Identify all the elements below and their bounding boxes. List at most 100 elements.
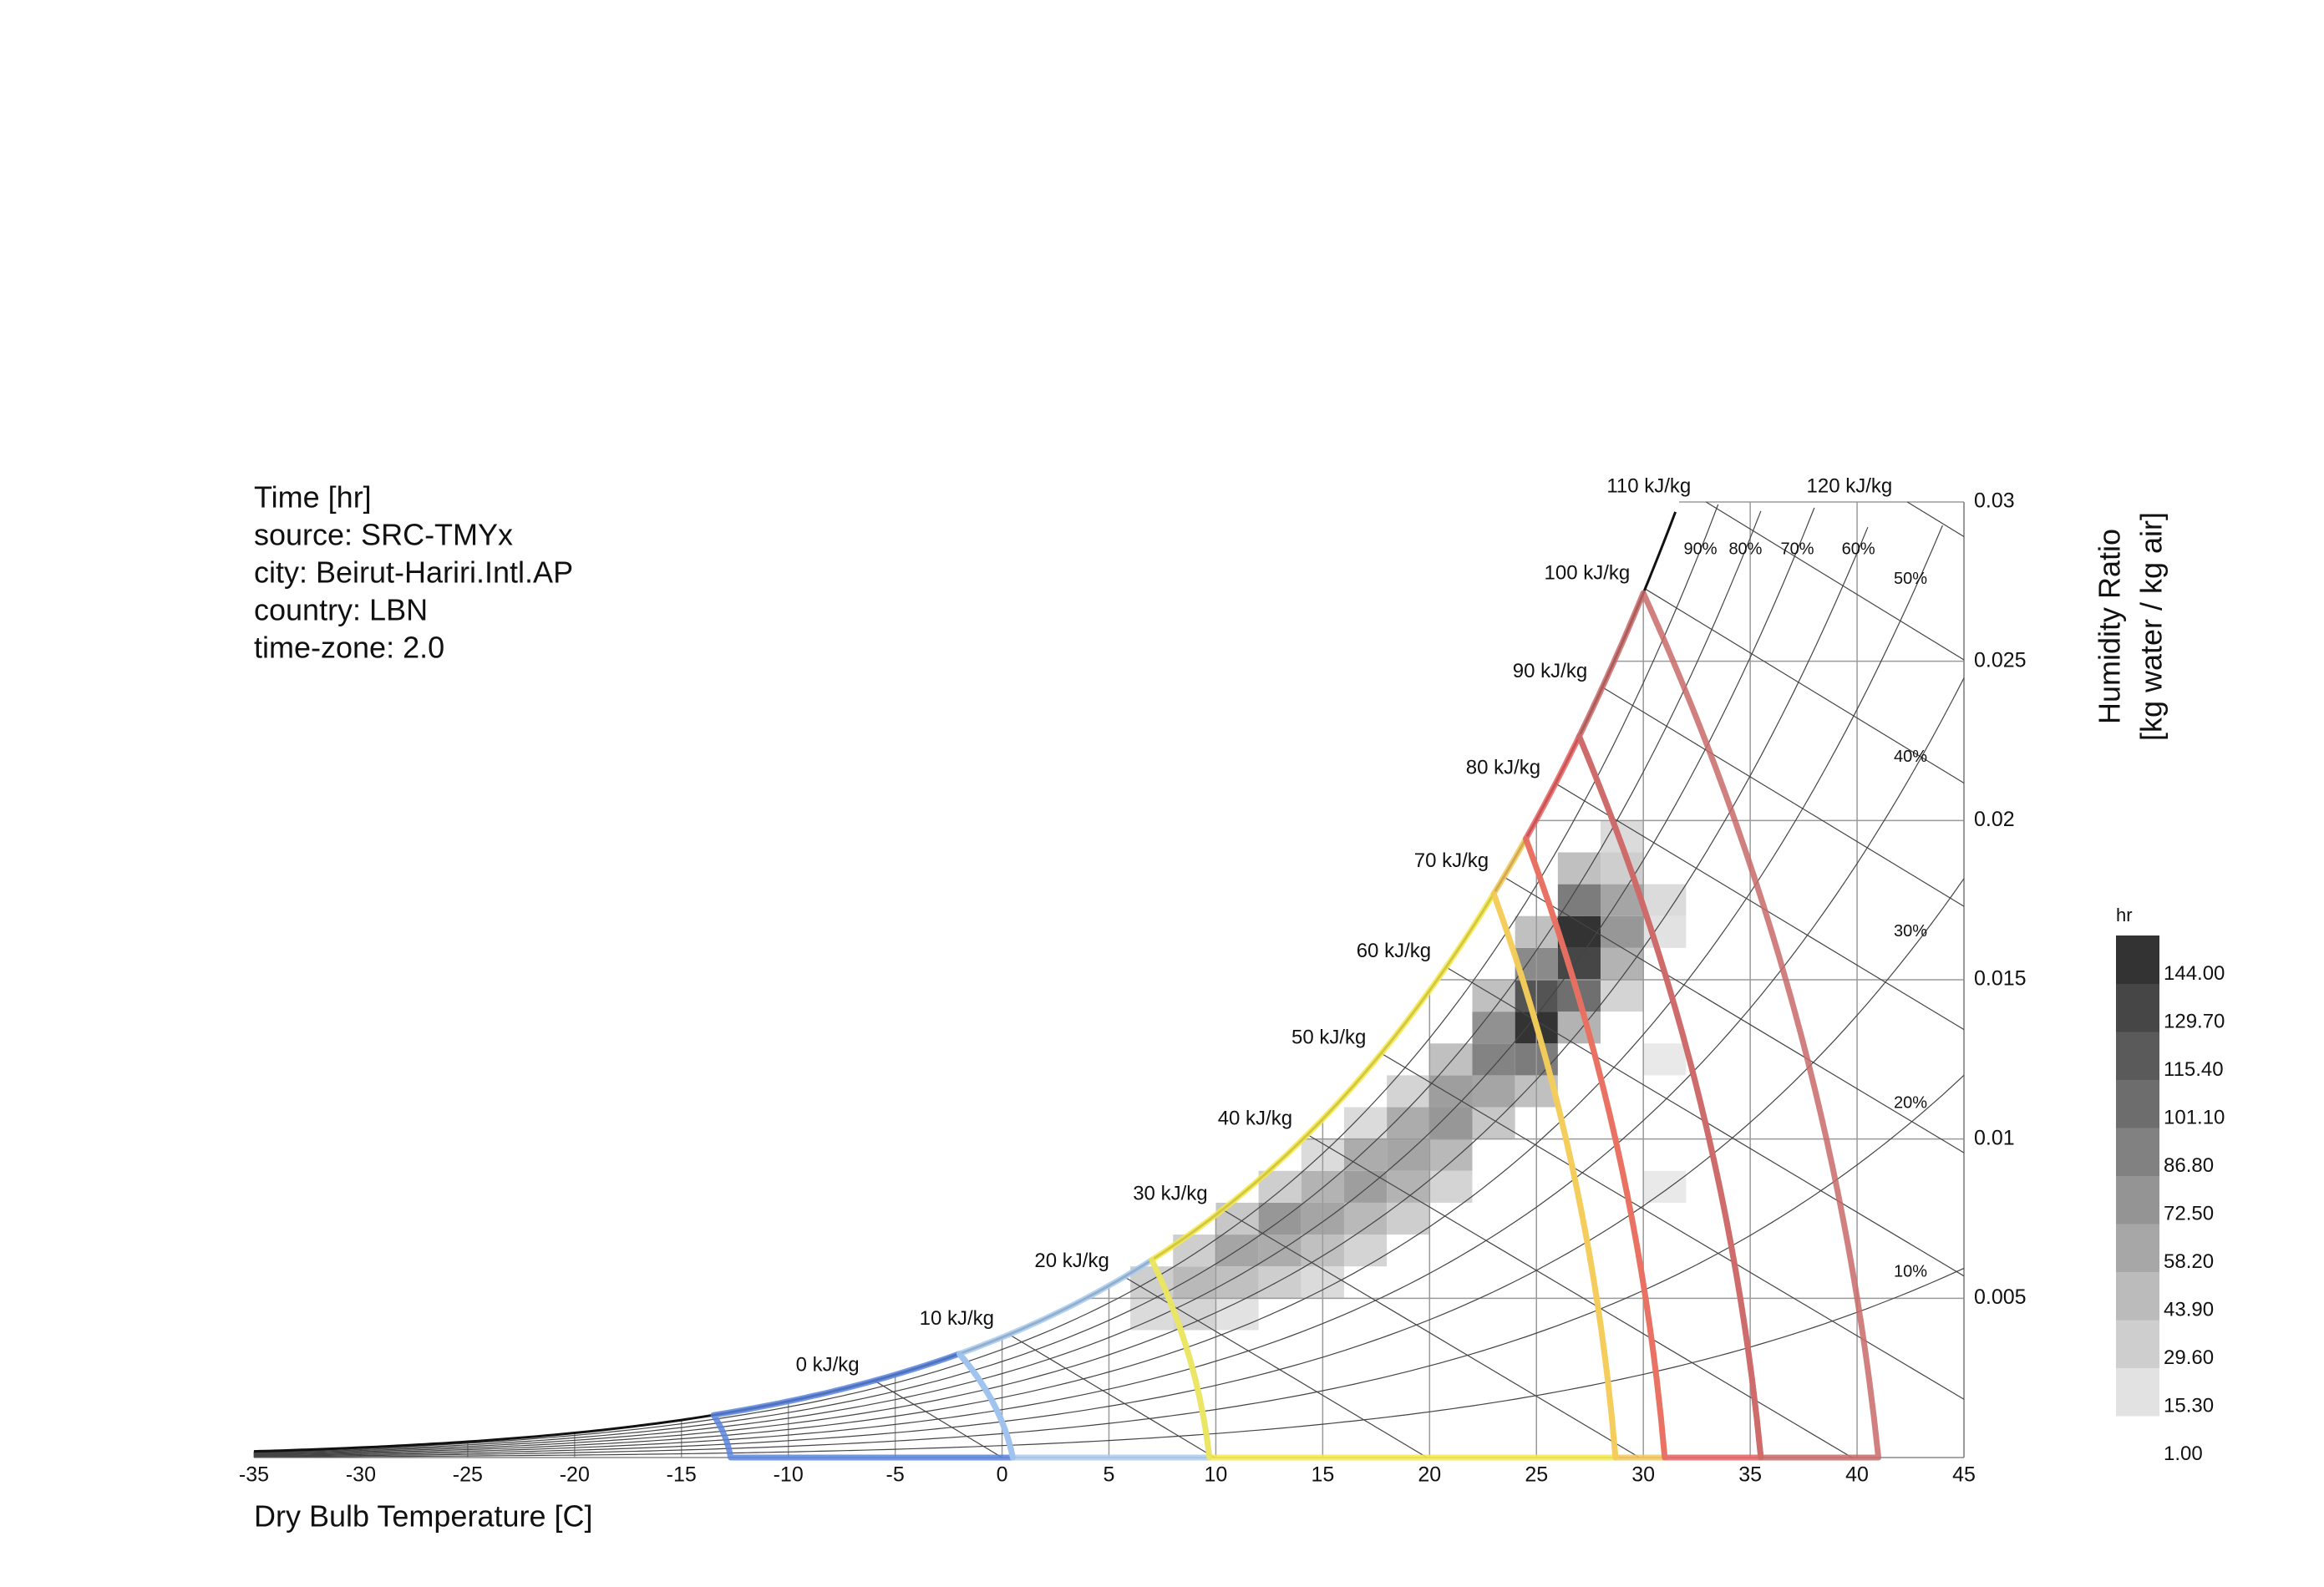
rh-label: 90% [1684, 540, 1718, 558]
enthalpy-label: 100 kJ/kg [1545, 561, 1631, 584]
enthalpy-line [1906, 501, 1965, 537]
rh-line [253, 526, 1869, 1455]
rh-line [253, 677, 1965, 1456]
enthalpy-line [1555, 783, 1965, 1031]
rh-label: 50% [1894, 570, 1927, 588]
enthalpy-label: 20 kJ/kg [1034, 1250, 1109, 1272]
enthalpy-label: 30 kJ/kg [1133, 1182, 1207, 1204]
x-tick-label: 5 [1104, 1463, 1115, 1487]
rh-label: 70% [1781, 540, 1814, 558]
x-tick-label: 0 [997, 1463, 1008, 1487]
legend-swatch [2116, 1271, 2159, 1321]
x-tick-label: -20 [560, 1463, 590, 1487]
heat-cell [1387, 1202, 1430, 1235]
heat-cell [1643, 1043, 1687, 1076]
x-tick-label: 20 [1418, 1463, 1441, 1487]
enthalpy-line [1307, 1133, 1853, 1458]
heat-cell [1557, 1012, 1601, 1044]
heat-cell [1130, 1298, 1174, 1331]
legend-swatch [2116, 935, 2159, 984]
rh-line [253, 525, 1943, 1455]
legend-swatch [2116, 1367, 2159, 1417]
heat-cell [1258, 1202, 1302, 1235]
x-tick-label: -15 [667, 1463, 697, 1487]
enthalpy-line [1705, 501, 1965, 661]
heat-cell [1343, 1138, 1388, 1171]
y-axis-label: Humidity Ratio [2093, 529, 2127, 724]
info-line: country: LBN [254, 593, 428, 627]
heat-cell [1343, 1202, 1388, 1235]
x-axis-label: Dry Bulb Temperature [C] [254, 1499, 593, 1534]
y-tick-label: 0.01 [1974, 1126, 2015, 1149]
enthalpy-line [1644, 588, 1965, 784]
x-tick-label: 15 [1311, 1463, 1334, 1487]
comfort-zone [1576, 590, 1882, 1461]
info-line: city: Beirut-Hariri.Intl.AP [254, 555, 573, 590]
x-tick-label: -5 [886, 1463, 905, 1487]
heat-cell [1601, 980, 1644, 1012]
heat-cell [1343, 1107, 1388, 1139]
legend-label: 86.80 [2164, 1154, 2214, 1177]
legend-swatch [2116, 1128, 2159, 1176]
x-tick-label: -30 [346, 1463, 376, 1487]
legend-swatch [2116, 983, 2159, 1032]
heat-cell [1343, 1170, 1388, 1203]
rh-label: 60% [1842, 540, 1875, 558]
rh-label: 10% [1894, 1263, 1927, 1281]
heat-cell [1173, 1266, 1216, 1299]
legend-swatch [2116, 1175, 2159, 1224]
x-tick-label: -25 [453, 1463, 483, 1487]
heat-cell [1215, 1298, 1259, 1331]
legend-title: hr [2116, 905, 2133, 925]
x-tick-label: 25 [1525, 1463, 1548, 1487]
heat-cell [1472, 1043, 1515, 1076]
enthalpy-label: 10 kJ/kg [920, 1307, 994, 1330]
info-line: time-zone: 2.0 [254, 631, 444, 665]
rh-line [253, 510, 1762, 1453]
x-tick-label: 45 [1952, 1463, 1976, 1487]
rh-label: 30% [1894, 922, 1927, 941]
heat-cell [1429, 1075, 1473, 1108]
enthalpy-line [1381, 1052, 1965, 1400]
heat-cell [1601, 915, 1644, 948]
y-tick-label: 0.025 [1974, 648, 2027, 672]
legend-swatch [2116, 1079, 2159, 1128]
x-tick-label: 40 [1845, 1463, 1869, 1487]
comfort-zone [710, 1351, 1016, 1461]
legend-swatch [2116, 1320, 2159, 1368]
enthalpy-label: 40 kJ/kg [1218, 1108, 1292, 1130]
x-tick-label: -10 [774, 1463, 804, 1487]
legend-label: 1.00 [2164, 1442, 2203, 1465]
enthalpy-label: 70 kJ/kg [1414, 849, 1489, 872]
legend-label: 43.90 [2164, 1299, 2214, 1321]
heat-cell [1343, 1235, 1388, 1267]
heat-cell [1429, 1170, 1473, 1203]
enthalpy-label: 80 kJ/kg [1466, 756, 1540, 778]
rh-line [253, 507, 1815, 1454]
enthalpy-label: 50 kJ/kg [1291, 1026, 1366, 1048]
legend-label: 72.50 [2164, 1203, 2214, 1225]
x-tick-label: 10 [1205, 1463, 1228, 1487]
enthalpy-line [1008, 1334, 1215, 1458]
rh-label: 20% [1894, 1094, 1927, 1113]
heat-cell [1557, 915, 1601, 948]
legend-swatch [2116, 1224, 2159, 1272]
enthalpy-label: 60 kJ/kg [1357, 940, 1431, 962]
heat-cell [1387, 1170, 1430, 1203]
rh-label: 40% [1894, 748, 1927, 766]
rh-line [254, 1074, 1965, 1458]
x-tick-label: 30 [1631, 1463, 1655, 1487]
x-tick-label: 35 [1738, 1463, 1762, 1487]
y-tick-label: 0.02 [1974, 808, 2015, 831]
rh-line [253, 504, 1719, 1453]
y-tick-label: 0.005 [1974, 1285, 2027, 1309]
enthalpy-label: 90 kJ/kg [1513, 660, 1587, 682]
heat-cell [1215, 1266, 1259, 1299]
heat-cell [1601, 947, 1644, 980]
heat-cell [1557, 852, 1601, 885]
legend-swatch [2116, 1032, 2159, 1080]
legend-label: 15.30 [2164, 1395, 2214, 1417]
